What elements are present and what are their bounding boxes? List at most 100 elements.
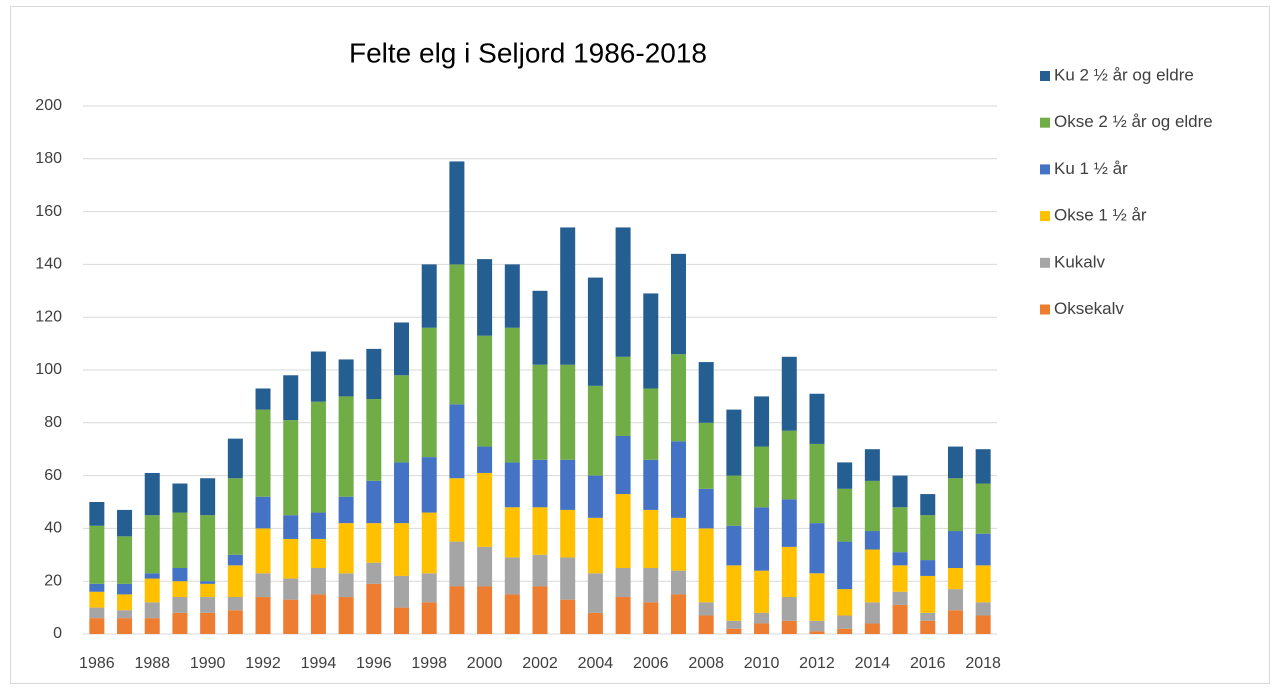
bar-segment (255, 409, 271, 497)
bar-segment (615, 597, 631, 634)
bar-segment (394, 375, 410, 463)
bar-segment (643, 459, 659, 510)
bar-segment (366, 523, 382, 563)
bar-segment (144, 618, 160, 634)
bar-segment (144, 578, 160, 603)
bar-segment (615, 356, 631, 436)
bar-segment (255, 573, 271, 598)
x-tick-label: 1986 (79, 655, 115, 672)
legend-label: Okse 1 ½ år (1054, 206, 1147, 225)
legend-label: Oksekalv (1054, 299, 1124, 318)
bar-segment (394, 462, 410, 524)
bar-segment (421, 573, 437, 603)
bar-segment (726, 409, 742, 476)
bar-segment (947, 610, 963, 634)
bar-segment (754, 612, 770, 624)
x-tick-label: 1988 (134, 655, 170, 672)
legend-label: Kukalv (1054, 252, 1106, 271)
x-tick-label: 2006 (633, 655, 669, 672)
bar-segment (560, 557, 576, 600)
chart-title: Felte elg i Seljord 1986-2018 (349, 37, 707, 68)
y-tick-label: 140 (35, 256, 62, 273)
bar-segment (394, 523, 410, 576)
legend-swatch (1040, 211, 1050, 222)
bar-segment (504, 264, 520, 328)
bar-segment (172, 512, 188, 568)
bar-segment (947, 568, 963, 590)
legend-swatch (1040, 117, 1050, 128)
bar-segment (89, 583, 105, 592)
bar-segment (587, 475, 603, 518)
bar-segment (449, 586, 465, 634)
bar-segment (670, 517, 686, 571)
bar-segment (864, 531, 880, 550)
bar-segment (754, 623, 770, 634)
y-tick-label: 60 (44, 467, 62, 484)
bar-segment (144, 472, 160, 516)
bar-segment (643, 568, 659, 603)
bar-segment (837, 541, 853, 590)
bar-segment (172, 612, 188, 634)
bar-segment (754, 507, 770, 571)
bar-segment (421, 512, 437, 574)
bar-segment (172, 568, 188, 582)
x-tick-label: 1992 (245, 655, 281, 672)
bar-segment (144, 515, 160, 574)
bar-segment (283, 578, 299, 600)
bar-segment (504, 327, 520, 463)
bar-segment (920, 515, 936, 561)
bar-segment (200, 612, 216, 634)
bar-segment (200, 478, 216, 516)
x-tick-label: 2004 (578, 655, 614, 672)
x-tick-label: 2014 (855, 655, 891, 672)
bar-segment (117, 583, 133, 595)
bar-segment (283, 420, 299, 516)
bar-segment (947, 446, 963, 479)
y-tick-label: 80 (44, 414, 62, 431)
bar-segment (892, 591, 908, 605)
bar-segment (615, 227, 631, 357)
x-tick-label: 2010 (744, 655, 780, 672)
bar-segment (698, 602, 714, 616)
bar-segment (892, 604, 908, 634)
bar-segment (200, 583, 216, 598)
bar-segment (117, 610, 133, 619)
bar-segment (338, 396, 354, 497)
bar-segment (809, 620, 825, 632)
bar-segment (421, 264, 437, 328)
bar-segment (89, 607, 105, 619)
bar-segment (754, 446, 770, 508)
bar-segment (837, 628, 853, 634)
bar-segment (504, 462, 520, 508)
bar-segment (338, 359, 354, 397)
bar-segment (698, 528, 714, 603)
bar-segment (283, 515, 299, 539)
bar-segment (726, 628, 742, 634)
legend-label: Okse 2 ½ år og eldre (1054, 112, 1213, 131)
bar-segment (310, 594, 326, 634)
bar-segment (698, 422, 714, 489)
legend-swatch (1040, 304, 1050, 315)
x-tick-label: 2012 (799, 655, 835, 672)
bar-segment (200, 581, 216, 584)
bar-segment (227, 565, 243, 598)
y-tick-label: 100 (35, 361, 62, 378)
bar-segment (449, 478, 465, 542)
bar-segment (394, 322, 410, 376)
bar-segment (560, 227, 576, 365)
bar-segment (227, 478, 243, 555)
x-tick-label: 2002 (522, 655, 558, 672)
bar-segment (421, 602, 437, 634)
x-tick-label: 2000 (467, 655, 503, 672)
bar-segment (338, 573, 354, 598)
bar-segment (947, 531, 963, 568)
bar-segment (726, 525, 742, 566)
bar-segment (920, 620, 936, 634)
bar-segment (837, 589, 853, 616)
bar-segment (837, 615, 853, 629)
bar-segment (560, 364, 576, 460)
y-tick-label: 200 (35, 97, 62, 114)
bar-segment (255, 388, 271, 410)
bar-segment (809, 393, 825, 444)
bar-segment (670, 570, 686, 595)
